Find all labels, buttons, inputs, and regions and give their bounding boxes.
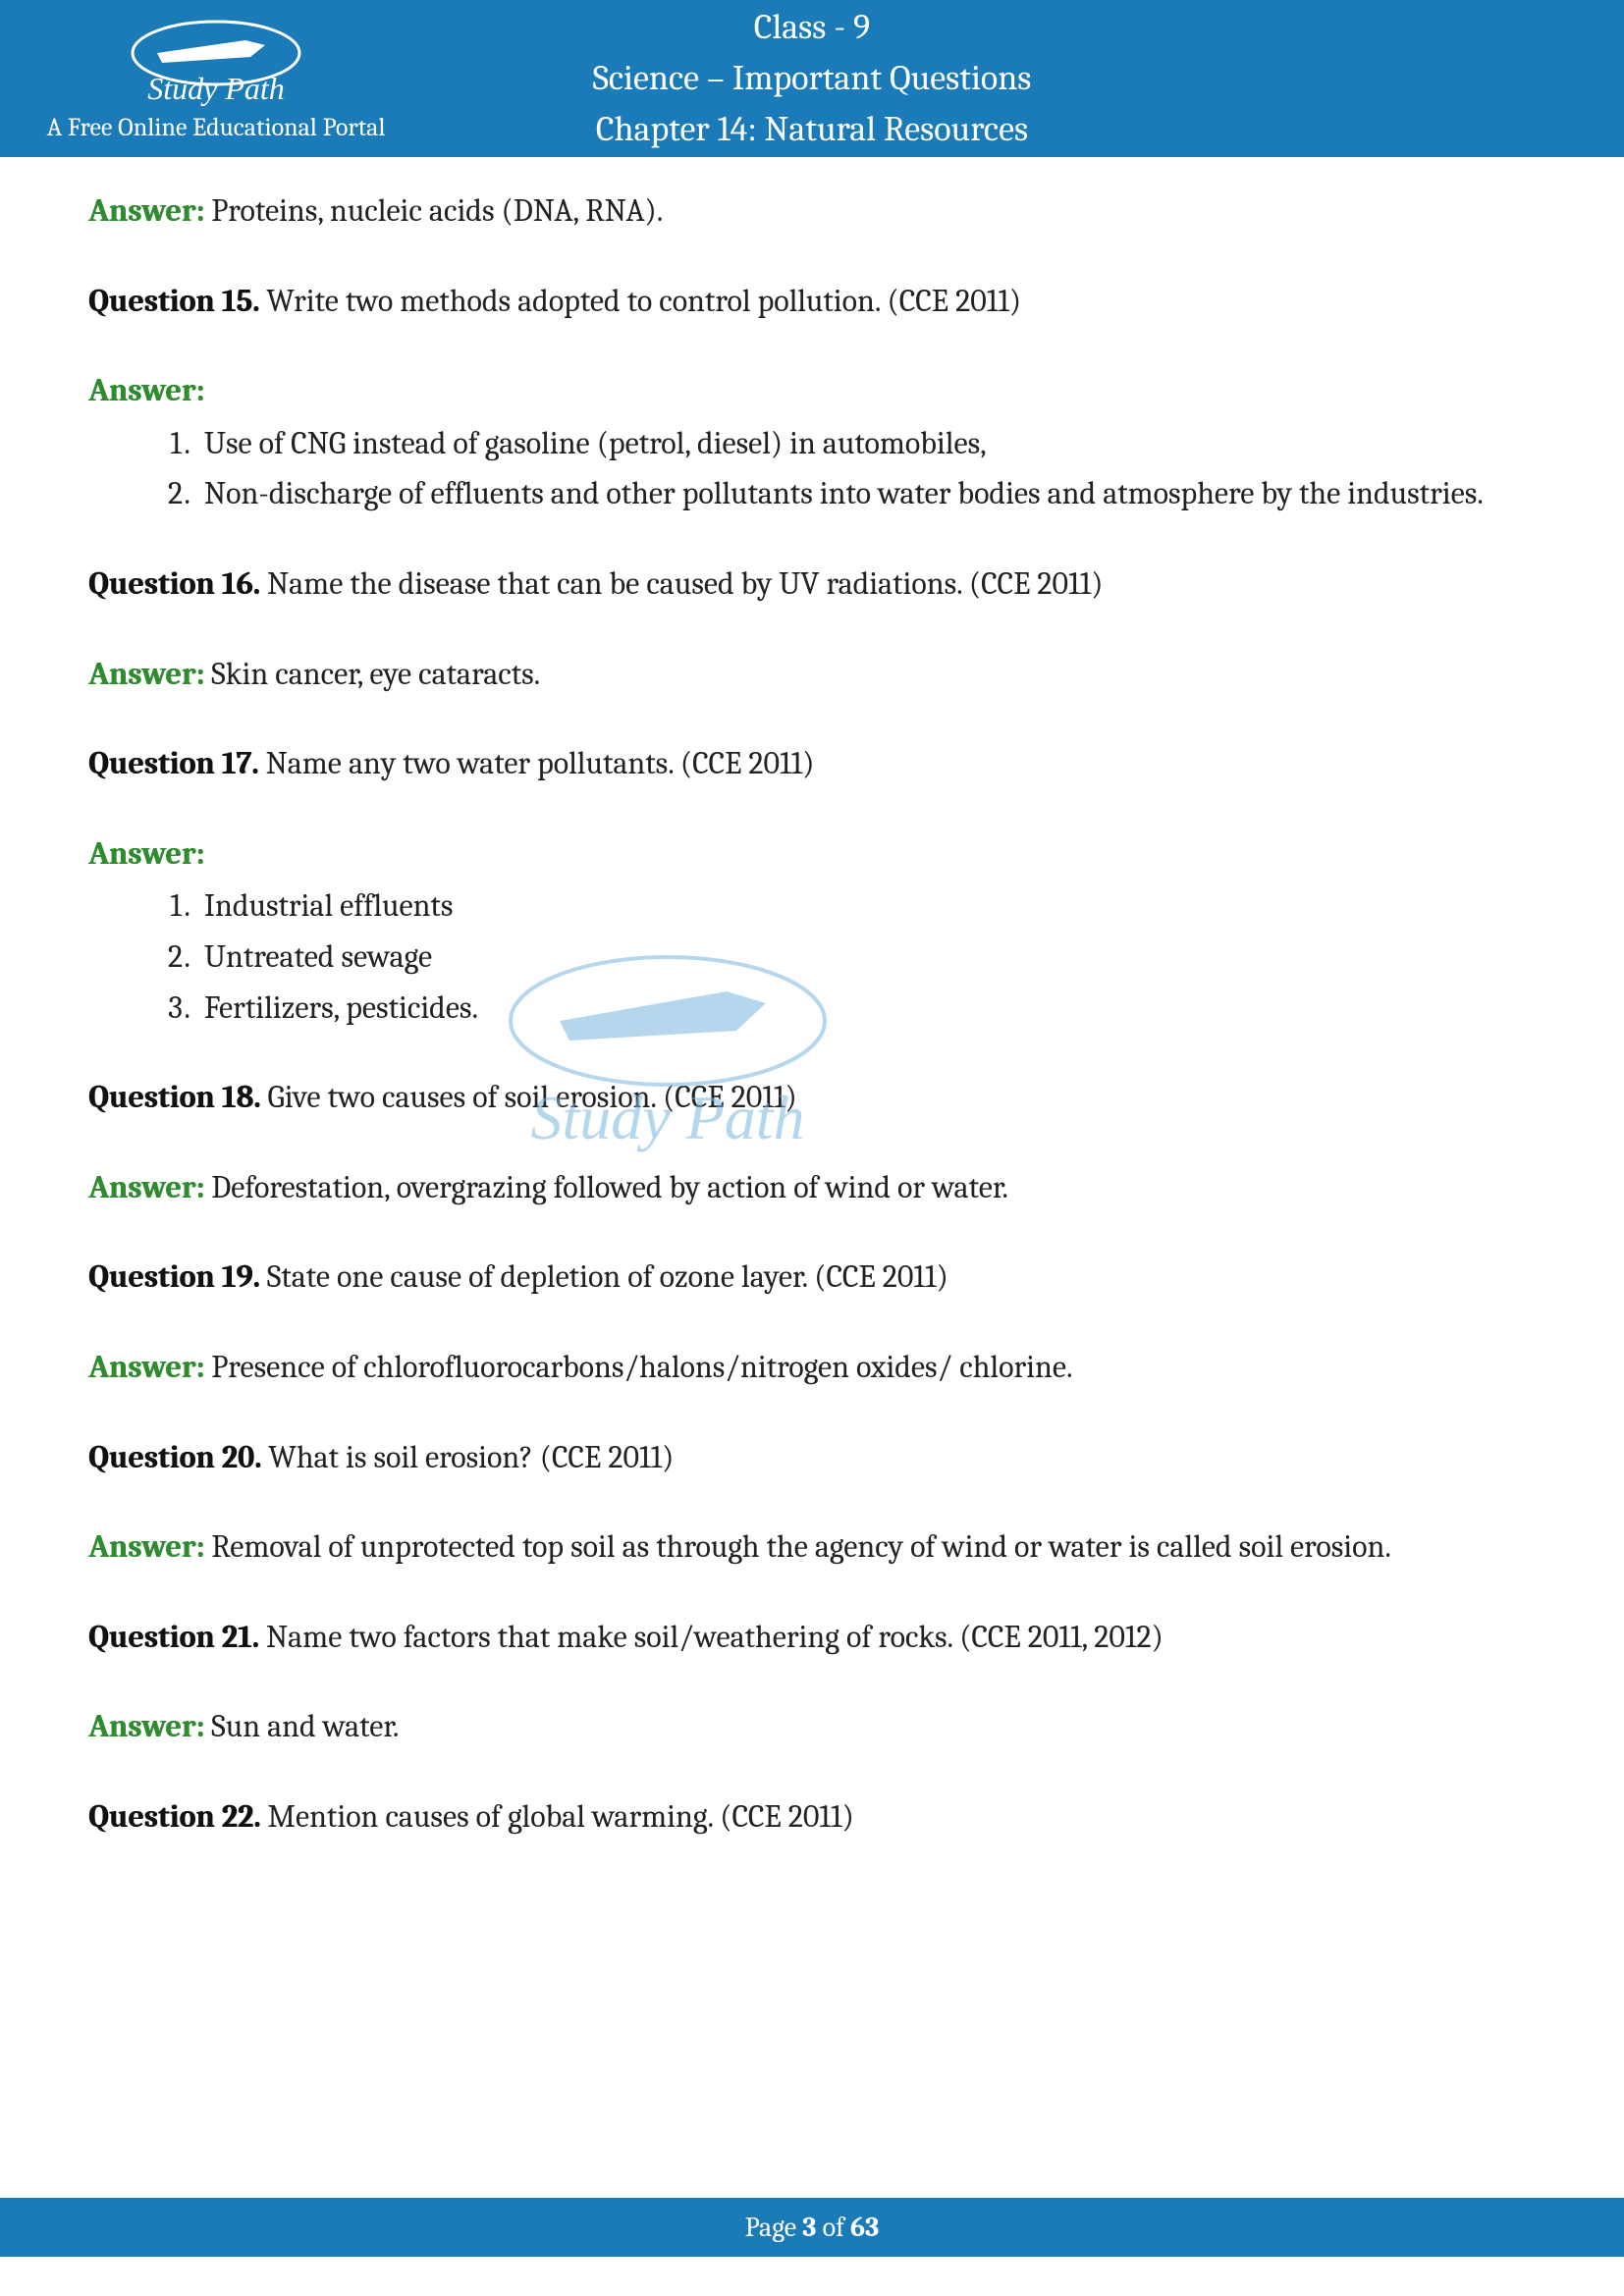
answer-17: Answer: Industrial effluents Untreated s… [88, 829, 1536, 1032]
question-text: Name any two water pollutants. (CCE 2011… [266, 745, 815, 781]
question-text: Name the disease that can be caused by U… [267, 565, 1104, 602]
list-item: Non-discharge of effluents and other pol… [196, 469, 1536, 518]
question-22: Question 22. Mention causes of global wa… [88, 1792, 1536, 1842]
question-label: Question 20. [88, 1439, 261, 1475]
page-header: Study Path A Free Online Educational Por… [0, 0, 1624, 157]
answer-text: Sun and water. [211, 1708, 399, 1744]
footer-total-pages: 63 [850, 2212, 879, 2243]
header-titles: Class - 9 Science – Important Questions … [412, 2, 1624, 156]
answer-text: Removal of unprotected top soil as throu… [211, 1528, 1391, 1565]
answer-label: Answer: [88, 1528, 204, 1565]
answer-21: Answer: Sun and water. [88, 1702, 1536, 1751]
subject-line: Science – Important Questions [412, 53, 1212, 104]
question-21: Question 21. Name two factors that make … [88, 1613, 1536, 1662]
list-item: Use of CNG instead of gasoline (petrol, … [196, 419, 1536, 468]
question-16: Question 16. Name the disease that can b… [88, 560, 1536, 609]
logo-area: Study Path A Free Online Educational Por… [0, 16, 412, 142]
answer-15: Answer: Use of CNG instead of gasoline (… [88, 366, 1536, 518]
answer-label: Answer: [88, 656, 204, 692]
question-18: Question 18. Give two causes of soil ero… [88, 1073, 1536, 1122]
answer-label: Answer: [88, 192, 204, 229]
answer-text: Proteins, nucleic acids (DNA, RNA). [211, 192, 663, 229]
question-17: Question 17. Name any two water pollutan… [88, 739, 1536, 788]
page-footer: Page 3 of 63 [0, 2198, 1624, 2257]
question-text: State one cause of depletion of ozone la… [267, 1258, 948, 1295]
question-label: Question 15. [88, 283, 259, 319]
question-text: Name two factors that make soil/weatheri… [266, 1619, 1164, 1655]
list-item: Untreated sewage [196, 933, 1536, 982]
answer-list: Industrial effluents Untreated sewage Fe… [88, 881, 1536, 1032]
answer-19: Answer: Presence of chlorofluorocarbons/… [88, 1343, 1536, 1392]
answer-14: Answer: Proteins, nucleic acids (DNA, RN… [88, 187, 1536, 236]
answer-16: Answer: Skin cancer, eye cataracts. [88, 650, 1536, 699]
svg-text:Study Path: Study Path [147, 71, 285, 106]
footer-mid: of [816, 2212, 850, 2243]
answer-20: Answer: Removal of unprotected top soil … [88, 1522, 1536, 1572]
answer-label: Answer: [88, 1708, 204, 1744]
answer-text: Deforestation, overgrazing followed by a… [211, 1169, 1008, 1205]
answer-label: Answer: [88, 1169, 204, 1205]
footer-prefix: Page [745, 2212, 803, 2243]
question-label: Question 21. [88, 1619, 259, 1655]
question-text: What is soil erosion? (CCE 2011) [268, 1439, 674, 1475]
answer-list: Use of CNG instead of gasoline (petrol, … [88, 419, 1536, 518]
question-15: Question 15. Write two methods adopted t… [88, 277, 1536, 326]
footer-current-page: 3 [802, 2212, 816, 2243]
question-19: Question 19. State one cause of depletio… [88, 1253, 1536, 1302]
chapter-line: Chapter 14: Natural Resources [412, 104, 1212, 155]
tagline: A Free Online Educational Portal [20, 113, 412, 142]
answer-label: Answer: [88, 835, 204, 872]
question-label: Question 17. [88, 745, 259, 781]
question-20: Question 20. What is soil erosion? (CCE … [88, 1433, 1536, 1482]
question-label: Question 22. [88, 1798, 261, 1835]
answer-18: Answer: Deforestation, overgrazing follo… [88, 1163, 1536, 1212]
list-item: Industrial effluents [196, 881, 1536, 931]
class-line: Class - 9 [412, 2, 1212, 53]
answer-label: Answer: [88, 372, 204, 408]
question-text: Write two methods adopted to control pol… [266, 283, 1021, 319]
question-text: Mention causes of global warming. (CCE 2… [268, 1798, 854, 1835]
question-label: Question 16. [88, 565, 260, 602]
list-item: Fertilizers, pesticides. [196, 984, 1536, 1033]
answer-text: Presence of chlorofluorocarbons/halons/n… [211, 1349, 1072, 1385]
question-text: Give two causes of soil erosion. (CCE 20… [268, 1079, 797, 1115]
question-label: Question 18. [88, 1079, 261, 1115]
study-path-logo-icon: Study Path [98, 16, 334, 109]
document-content: Answer: Proteins, nucleic acids (DNA, RN… [0, 157, 1624, 1841]
question-label: Question 19. [88, 1258, 260, 1295]
answer-label: Answer: [88, 1349, 204, 1385]
answer-text: Skin cancer, eye cataracts. [211, 656, 540, 692]
